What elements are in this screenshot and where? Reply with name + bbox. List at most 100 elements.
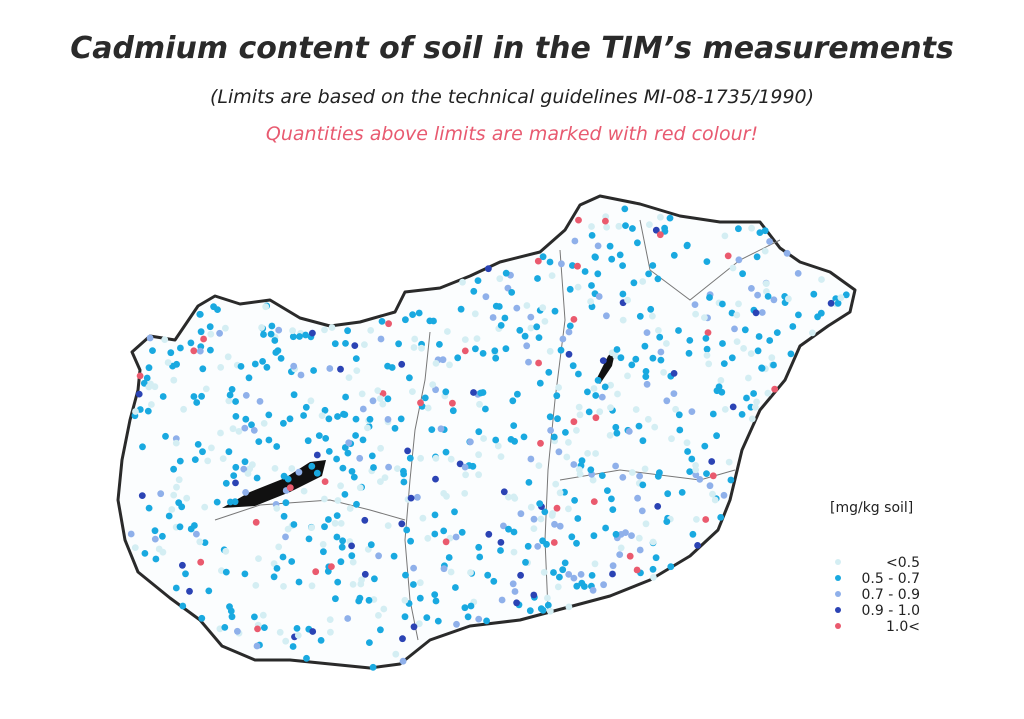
sample-dot: [588, 282, 595, 289]
sample-dot: [415, 309, 423, 317]
sample-dot: [794, 270, 802, 277]
sample-dot: [643, 329, 651, 336]
sample-dot: [513, 304, 521, 312]
sample-dot: [148, 401, 155, 408]
sample-dot: [721, 406, 729, 413]
sample-dot: [467, 602, 475, 610]
sample-dot: [534, 275, 541, 282]
sample-dot: [748, 224, 755, 232]
sample-dot: [688, 455, 696, 463]
sample-dot: [642, 520, 650, 528]
sample-dot: [600, 581, 607, 589]
sample-dot: [273, 565, 281, 572]
sample-dot: [204, 457, 212, 465]
sample-dot: [715, 383, 723, 391]
sample-dot: [399, 657, 407, 665]
sample-dot: [719, 340, 726, 347]
sample-dot: [375, 612, 382, 619]
sample-dot: [259, 358, 266, 365]
sample-dot: [280, 583, 287, 590]
sample-dot: [440, 527, 448, 535]
sample-dot: [282, 533, 289, 541]
sample-dot: [328, 563, 335, 570]
sample-dot: [476, 400, 483, 408]
sample-dot: [476, 553, 484, 561]
river: [639, 219, 781, 301]
sample-dot: [612, 462, 619, 470]
sample-dot: [183, 494, 191, 502]
sample-dot: [651, 423, 659, 431]
sample-dot: [440, 565, 448, 573]
sample-dot: [308, 524, 315, 531]
sample-dot: [268, 322, 276, 330]
sample-dot: [173, 360, 181, 368]
sample-dot: [573, 539, 580, 547]
sample-dot: [748, 415, 756, 423]
sample-dot: [525, 358, 532, 366]
sample-dot: [300, 487, 308, 495]
sample-dot: [642, 373, 650, 380]
sample-dot: [409, 388, 416, 395]
sample-dot: [534, 257, 542, 265]
sample-dot: [480, 435, 487, 442]
sample-dot: [374, 387, 382, 394]
sample-dot: [649, 312, 656, 320]
sample-dot: [599, 357, 607, 364]
sample-dot: [685, 349, 693, 357]
sample-dot: [498, 596, 506, 604]
sample-dot: [384, 395, 392, 403]
sample-dot: [719, 300, 726, 308]
sample-dot: [565, 505, 572, 513]
sample-dot: [349, 581, 357, 588]
sample-dot: [557, 346, 565, 354]
sample-dot: [308, 582, 316, 590]
sample-dot: [731, 325, 738, 333]
sample-dot: [199, 365, 207, 373]
sample-dot: [601, 383, 609, 391]
sample-dot: [193, 530, 200, 538]
sample-dot: [717, 377, 725, 384]
sample-dot: [517, 510, 525, 518]
sample-dot: [526, 607, 534, 615]
sample-dot: [546, 347, 554, 355]
sample-dot: [175, 476, 183, 484]
sample-dot: [179, 602, 187, 610]
sample-dot: [277, 355, 285, 362]
sample-dot: [711, 496, 719, 504]
sample-dot: [222, 568, 230, 576]
sample-dot: [632, 355, 640, 363]
subtitle: (Limits are based on the technical guide…: [210, 86, 814, 108]
sample-dot: [607, 404, 614, 411]
sample-dot: [497, 539, 505, 546]
sample-dot: [728, 354, 736, 362]
sample-dot: [701, 314, 708, 321]
sample-dot: [523, 302, 531, 309]
sample-dot: [554, 415, 561, 423]
sample-dot: [401, 596, 409, 604]
sample-dot: [226, 391, 234, 399]
sample-dot: [537, 439, 544, 447]
country-outline: [116, 194, 857, 670]
sample-dot: [398, 360, 406, 368]
sample-dot: [437, 425, 445, 433]
sample-dot: [162, 432, 169, 440]
sample-dot: [520, 433, 528, 441]
sample-dot: [344, 327, 351, 335]
sample-dot: [702, 335, 710, 342]
sample-dot: [271, 337, 279, 344]
sample-dot: [513, 599, 520, 607]
sample-dot: [271, 465, 279, 472]
sample-dot: [159, 548, 167, 556]
sample-dot: [485, 265, 492, 273]
sample-dot: [645, 270, 652, 278]
sample-dot: [295, 468, 303, 476]
sample-dot: [331, 519, 339, 527]
sample-dot: [483, 617, 490, 625]
sample-dot: [221, 624, 229, 631]
sample-dot: [242, 489, 250, 496]
sample-dot: [187, 339, 195, 347]
sample-dot: [477, 389, 485, 397]
sample-dot: [632, 406, 640, 413]
sample-dot: [764, 389, 772, 397]
river: [214, 499, 406, 521]
